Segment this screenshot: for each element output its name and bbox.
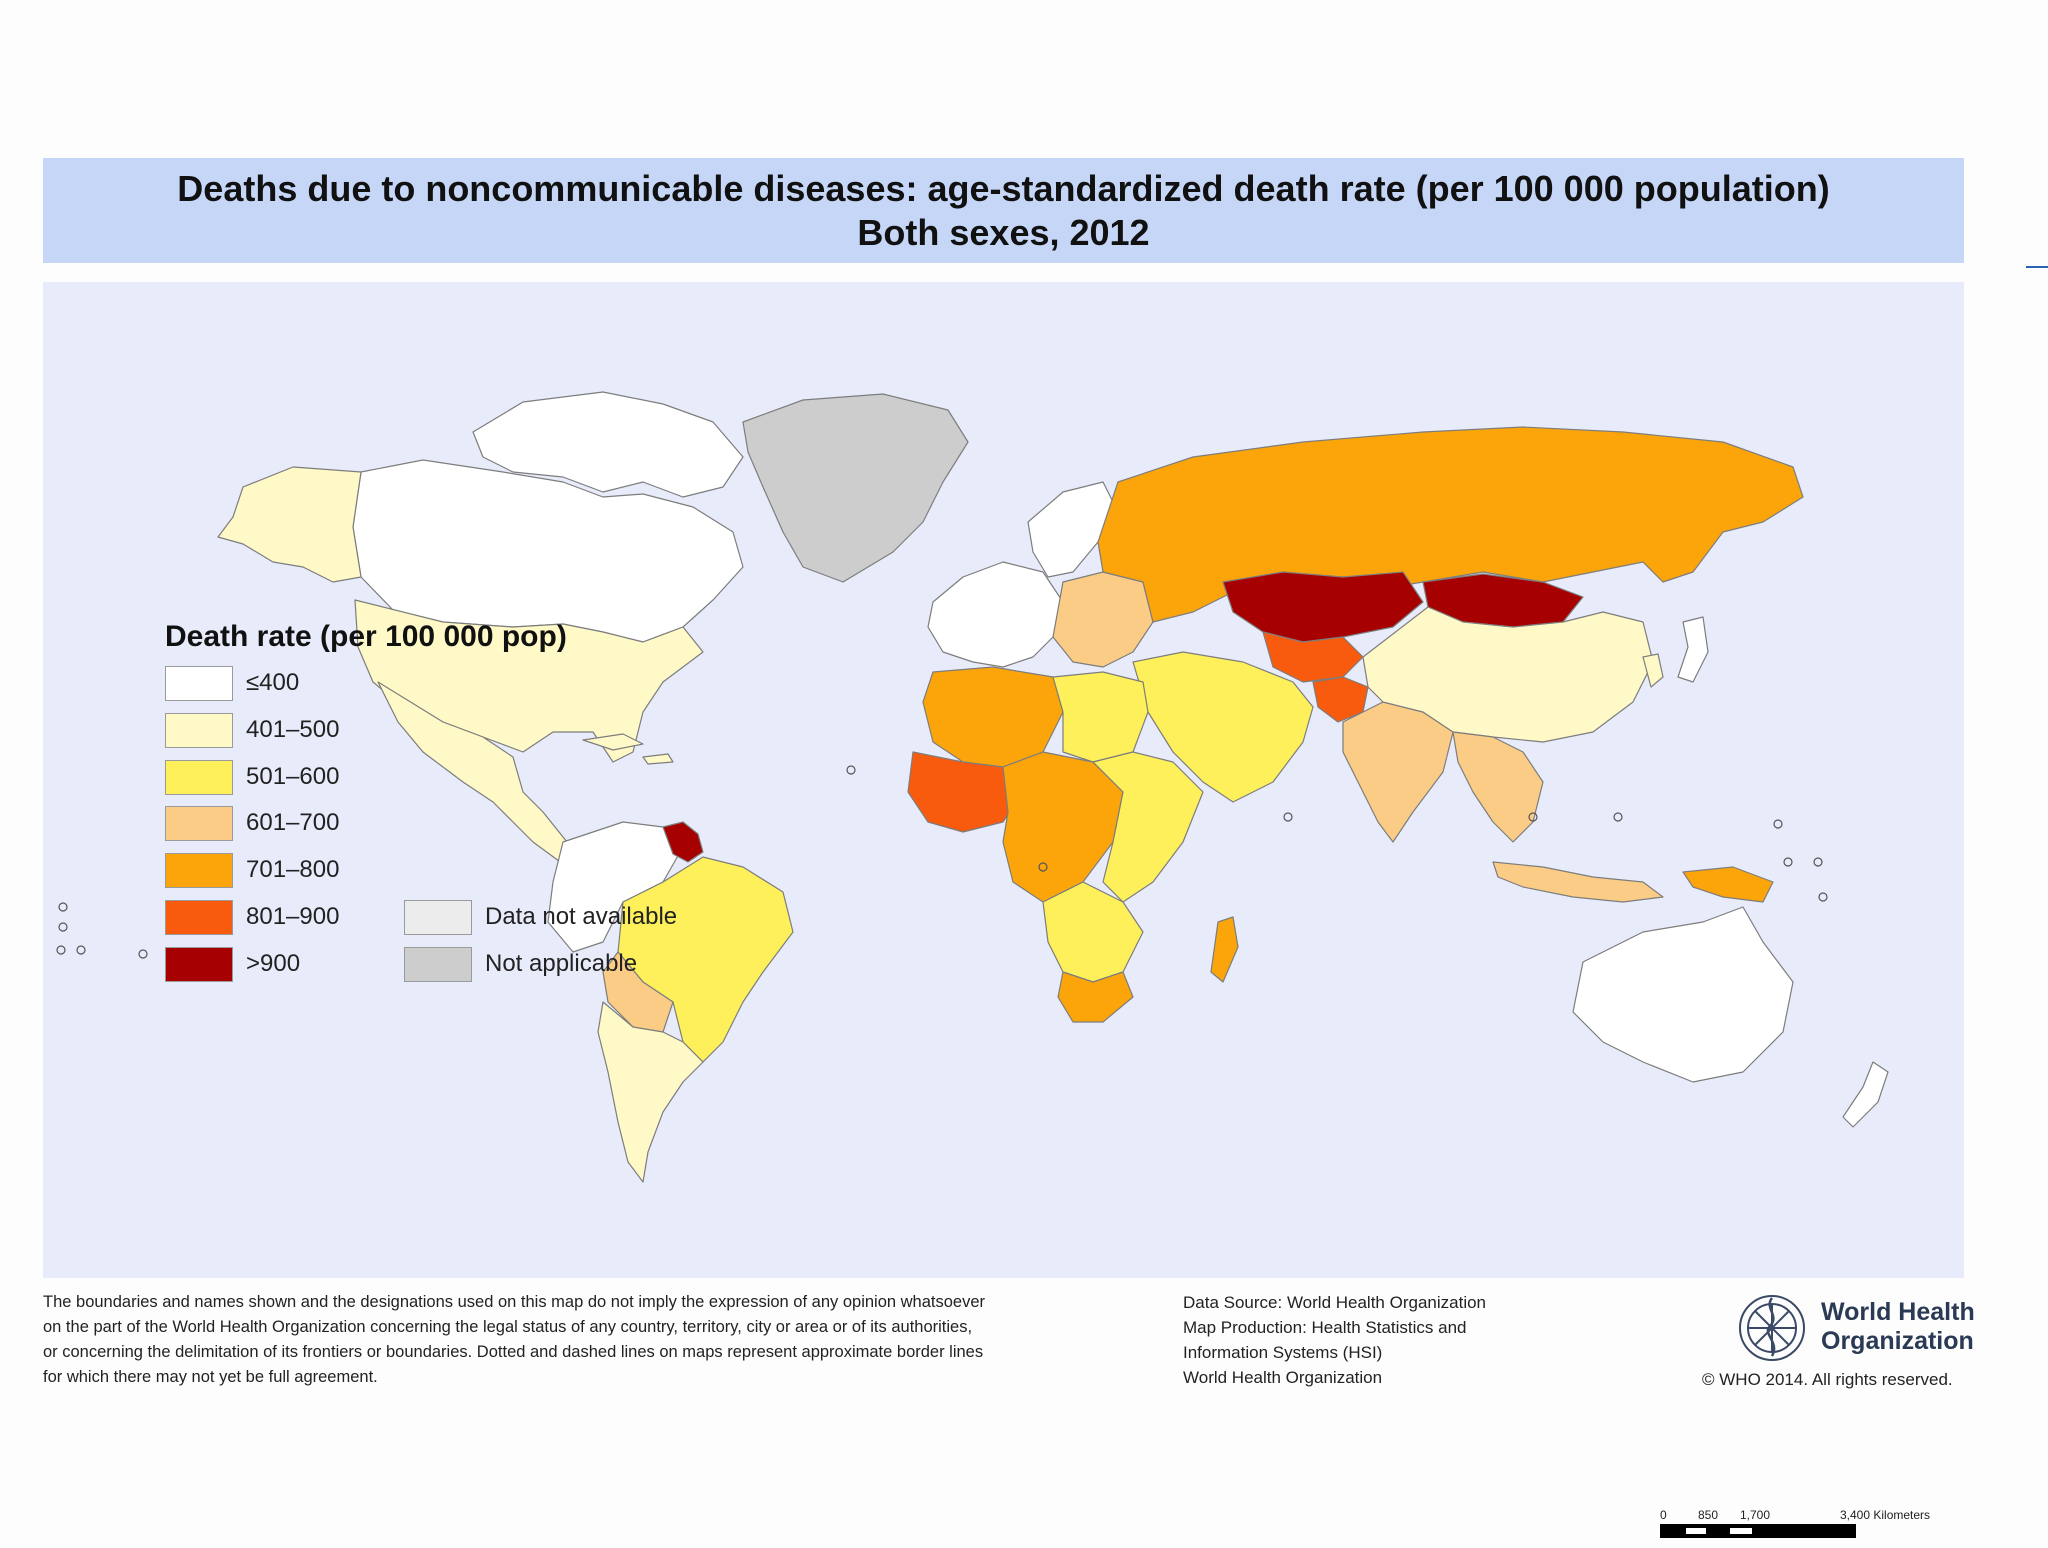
island-marker — [1528, 812, 1538, 822]
scale-bar: 0 850 1,700 3,400 Kilometers — [1660, 1508, 1960, 1548]
legend-swatch-701-800 — [165, 853, 233, 888]
source-line: Information Systems (HSI) — [1183, 1343, 1383, 1362]
map-title: Deaths due to noncommunicable diseases: … — [177, 168, 1830, 209]
region-alaska — [217, 466, 362, 583]
region-canada-islands — [472, 391, 744, 498]
who-emblem-icon — [1739, 1295, 1805, 1361]
legend-swatch-801-900 — [165, 900, 233, 935]
region-greenland — [742, 393, 969, 583]
island-marker — [1038, 862, 1048, 872]
source-line: World Health Organization — [1183, 1368, 1383, 1387]
legend-title: Death rate (per 100 000 pop) — [165, 620, 567, 653]
region-indonesia — [1492, 861, 1664, 903]
world-map: 0 850 1,700 3,400 Kilometers — [43, 282, 1964, 1538]
island-marker — [1783, 857, 1793, 867]
legend-swatch-gt900 — [165, 947, 233, 982]
region-middle-east — [1132, 651, 1314, 803]
copyright: © WHO 2014. All rights reserved. — [1702, 1370, 1953, 1389]
who-logo-text: World Health Organization — [1821, 1298, 1975, 1356]
scale-tick: 0 — [1660, 1508, 1667, 1522]
data-source: Data Source: World Health Organization M… — [1183, 1290, 1513, 1390]
region-western-europe — [927, 561, 1064, 668]
legend-swatch-401-500 — [165, 713, 233, 748]
legend-swatch-le400 — [165, 666, 233, 701]
map-legend: Death rate (per 100 000 pop) ≤400 401–50… — [121, 620, 721, 1280]
who-name-line: World Health — [1821, 1298, 1975, 1326]
island-marker — [1283, 812, 1293, 822]
island-marker — [76, 945, 86, 955]
scale-tick: 3,400 Kilometers — [1840, 1508, 1931, 1522]
region-argentina — [597, 1001, 704, 1183]
region-australia — [1572, 906, 1794, 1083]
map-disclaimer: The boundaries and names shown and the d… — [43, 1290, 1083, 1390]
legend-swatch-601-700 — [165, 806, 233, 841]
region-central-asia — [1262, 631, 1364, 683]
legend-label: ≤400 — [246, 669, 300, 696]
disclaimer-line: The boundaries and names shown and the d… — [43, 1293, 986, 1311]
disclaimer-line: for which there may not yet be full agre… — [43, 1368, 378, 1386]
region-india — [1342, 701, 1454, 843]
source-line: Data Source: World Health Organization — [1183, 1293, 1487, 1312]
legend-label: 801–900 — [246, 903, 340, 930]
legend-label: Not applicable — [485, 950, 638, 977]
island-marker — [56, 945, 66, 955]
island-marker — [1813, 857, 1823, 867]
region-caribbean — [582, 733, 674, 765]
scale-tick: 1,700 — [1740, 1508, 1771, 1522]
region-south-africa — [1057, 971, 1134, 1023]
slide-edge-mark — [2026, 266, 2048, 268]
scale-tick: 850 — [1698, 1508, 1719, 1522]
island-marker — [1613, 812, 1623, 822]
legend-label: 501–600 — [246, 763, 340, 790]
region-guyana — [662, 821, 704, 863]
scale-bar-graphic — [1660, 1524, 1856, 1538]
region-korea — [1642, 653, 1664, 688]
region-japan — [1677, 616, 1709, 683]
legend-label: 401–500 — [246, 716, 340, 743]
region-kazakhstan — [1222, 571, 1424, 643]
island-marker — [1773, 819, 1783, 829]
legend-label: 601–700 — [246, 809, 340, 836]
region-new-zealand — [1842, 1061, 1889, 1128]
map-title-band: Deaths due to noncommunicable diseases: … — [43, 158, 1964, 263]
map-subtitle: Both sexes, 2012 — [857, 212, 1150, 253]
disclaimer-line: on the part of the World Health Organiza… — [43, 1318, 973, 1336]
disclaimer-line: or concerning the delimitation of its fr… — [43, 1343, 984, 1361]
island-marker — [58, 902, 68, 912]
island-marker — [58, 922, 68, 932]
region-madagascar — [1210, 916, 1239, 983]
legend-label: >900 — [246, 950, 301, 977]
legend-swatch-not-applicable — [404, 947, 472, 982]
legend-label: Data not available — [485, 903, 678, 930]
source-line: Map Production: Health Statistics and — [1183, 1318, 1467, 1337]
region-west-africa — [907, 751, 1024, 833]
legend-swatch-no-data — [404, 900, 472, 935]
island-marker — [846, 765, 856, 775]
island-marker — [138, 949, 148, 959]
who-name-line: Organization — [1821, 1327, 1974, 1355]
legend-label: 701–800 — [246, 856, 340, 883]
region-china — [1362, 606, 1654, 743]
region-north-africa-east — [1052, 671, 1149, 763]
legend-swatch-501-600 — [165, 760, 233, 795]
region-eastern-europe — [1052, 571, 1154, 668]
region-papua-new-guinea — [1682, 866, 1774, 903]
island-marker — [1818, 892, 1828, 902]
map-canvas — [56, 391, 1889, 1183]
region-east-africa — [1092, 751, 1204, 903]
region-southeast-asia — [1452, 731, 1544, 843]
